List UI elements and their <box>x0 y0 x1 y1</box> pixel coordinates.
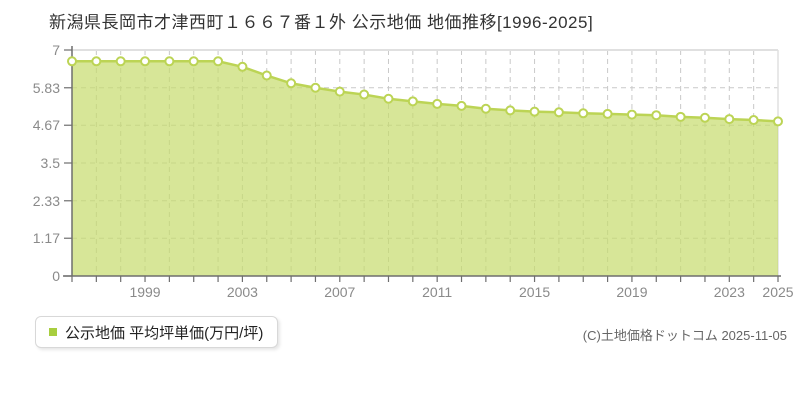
data-point-1999 <box>140 56 151 67</box>
data-point-1996 <box>67 56 77 67</box>
y-tick-label: 0 <box>52 268 60 284</box>
x-tick-label: 2025 <box>762 284 793 300</box>
x-tick-label: 1999 <box>129 284 160 300</box>
data-point-2015 <box>529 106 540 117</box>
x-tick-label: 2019 <box>616 284 647 300</box>
data-point-2009 <box>383 93 394 104</box>
data-point-2008 <box>359 89 370 100</box>
data-point-2018 <box>602 108 613 119</box>
data-point-2011 <box>432 98 443 109</box>
data-point-2005 <box>286 78 297 89</box>
data-point-2025 <box>773 116 783 127</box>
data-point-2019 <box>626 109 637 120</box>
data-point-2001 <box>188 56 199 67</box>
series-area <box>72 61 778 276</box>
data-point-2016 <box>553 107 564 118</box>
data-point-1998 <box>115 56 126 67</box>
data-point-2010 <box>407 96 418 107</box>
data-point-2013 <box>480 103 491 114</box>
y-tick-label: 2.33 <box>33 193 60 209</box>
page-title: 新潟県長岡市才津西町１６６７番１外 公示地価 地価推移[1996-2025] <box>49 13 594 32</box>
data-point-2014 <box>505 105 516 116</box>
data-point-2006 <box>310 82 321 93</box>
data-point-2020 <box>651 110 662 121</box>
price-trend-chart: 0 1.17 2.33 3.5 4.67 5.83 7 1999 2003 2007 2011 201… <box>33 42 794 300</box>
data-point-2004 <box>261 70 272 81</box>
data-point-2022 <box>699 112 710 123</box>
x-tick-label: 2011 <box>422 284 452 300</box>
data-point-2003 <box>237 61 248 72</box>
x-tick-label: 2023 <box>714 284 745 300</box>
y-tick-label: 4.67 <box>33 117 60 133</box>
data-point-2024 <box>748 115 759 126</box>
chart-canvas: 0 1.17 2.33 3.5 4.67 5.83 7 1999 2003 2007 2011 201… <box>33 42 794 300</box>
data-point-2017 <box>578 108 589 119</box>
y-tick-label: 3.5 <box>41 155 61 171</box>
copyright-text: (C)土地価格ドットコム 2025-11-05 <box>582 328 787 343</box>
x-tick-label: 2015 <box>519 284 550 300</box>
data-point-2021 <box>675 111 686 122</box>
x-tick-label: 2003 <box>227 284 258 300</box>
legend-series-label: 公示地価 平均坪単価(万円/坪) <box>65 324 264 342</box>
x-tick-label: 2007 <box>324 284 355 300</box>
legend: 公示地価 平均坪単価(万円/坪) <box>35 316 279 348</box>
y-tick-label: 5.83 <box>33 80 60 96</box>
data-point-1997 <box>91 56 102 67</box>
legend-series-swatch-icon <box>49 328 57 336</box>
data-point-2023 <box>724 114 735 125</box>
data-point-2000 <box>164 56 175 67</box>
data-point-2002 <box>213 56 224 67</box>
data-point-2012 <box>456 100 467 111</box>
y-tick-label: 1.17 <box>33 230 60 246</box>
data-point-2007 <box>334 86 345 97</box>
y-tick-label: 7 <box>52 42 60 58</box>
